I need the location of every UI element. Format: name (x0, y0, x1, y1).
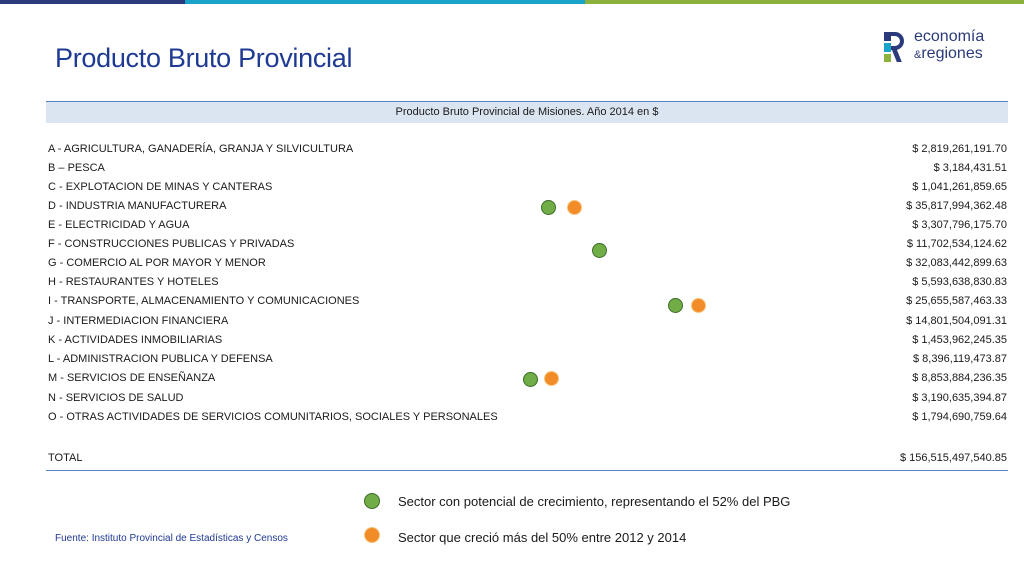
table-row: D - INDUSTRIA MANUFACTURERA $ 35,817,994,… (48, 197, 1007, 216)
logo-text: economía &regiones (914, 28, 984, 64)
orange-circle-icon (364, 526, 380, 543)
orange-marker-transporte (691, 298, 706, 313)
legend-orange-text: Sector que creció más del 50% entre 2012… (398, 530, 687, 545)
logo-line2-word: regiones (921, 45, 983, 62)
total-label: TOTAL (48, 452, 83, 464)
row-value: $ 3,190,635,394.87 (912, 392, 1007, 404)
top-bar-navy-segment (0, 0, 185, 4)
table-row: L - ADMINISTRACION PUBLICA Y DEFENSA $ 8,… (48, 350, 1007, 369)
row-sector: O - OTRAS ACTIVIDADES DE SERVICIOS COMUN… (48, 411, 498, 423)
table-row: N - SERVICIOS DE SALUD $ 3,190,635,394.87 (48, 389, 1007, 408)
table-row: J - INTERMEDIACION FINANCIERA $ 14,801,50… (48, 312, 1007, 331)
row-value: $ 5,593,638,830.83 (912, 276, 1007, 288)
green-marker-industria (541, 200, 556, 215)
row-sector: C - EXPLOTACION DE MINAS Y CANTERAS (48, 181, 273, 193)
row-value: $ 3,184,431.51 (933, 162, 1007, 174)
row-sector: I - TRANSPORTE, ALMACENAMIENTO Y COMUNIC… (48, 295, 360, 307)
top-bar-green-segment (585, 0, 1024, 4)
table-row: C - EXPLOTACION DE MINAS Y CANTERAS $ 1,0… (48, 178, 1007, 197)
source-note: Fuente: Instituto Provincial de Estadíst… (55, 533, 288, 544)
row-sector: K - ACTIVIDADES INMOBILIARIAS (48, 334, 223, 346)
table-row: H - RESTAURANTES Y HOTELES $ 5,593,638,83… (48, 273, 1007, 292)
row-value: $ 8,853,884,236.35 (912, 372, 1007, 384)
logo-amp: & (914, 49, 922, 61)
table-row: M - SERVICIOS DE ENSEÑANZA $ 8,853,884,23… (48, 369, 1007, 388)
row-value: $ 35,817,994,362.48 (906, 200, 1007, 212)
table-row: I - TRANSPORTE, ALMACENAMIENTO Y COMUNIC… (48, 292, 1007, 311)
row-sector: H - RESTAURANTES Y HOTELES (48, 276, 219, 288)
row-value: $ 2,819,261,191.70 (912, 143, 1007, 155)
row-sector: L - ADMINISTRACION PUBLICA Y DEFENSA (48, 353, 273, 365)
orange-marker-ensenanza (544, 371, 559, 386)
orange-marker-industria (567, 200, 582, 215)
table-caption: Producto Bruto Provincial de Misiones. A… (46, 101, 1008, 123)
row-sector: G - COMERCIO AL POR MAYOR Y MENOR (48, 257, 266, 269)
row-value: $ 1,453,962,245.35 (912, 334, 1007, 346)
row-value: $ 3,307,796,175.70 (912, 219, 1007, 231)
green-circle-icon (364, 493, 380, 509)
top-bar-cyan-segment (185, 0, 585, 4)
green-marker-transporte (668, 298, 683, 313)
table-row: G - COMERCIO AL POR MAYOR Y MENOR $ 32,08… (48, 254, 1007, 273)
logo: economía &regiones (884, 28, 984, 64)
logo-line2: &regiones (914, 45, 984, 64)
green-marker-construcciones (592, 243, 607, 258)
row-value: $ 1,041,261,859.65 (912, 181, 1007, 193)
row-sector: F - CONSTRUCCIONES PUBLICAS Y PRIVADAS (48, 238, 295, 250)
row-value: $ 14,801,504,091.31 (906, 315, 1007, 327)
top-color-bar (0, 0, 1024, 4)
logo-r-icon (884, 30, 906, 62)
legend-green: Sector con potencial de crecimiento, rep… (364, 493, 790, 509)
legend-green-text: Sector con potencial de crecimiento, rep… (398, 493, 791, 509)
row-value: $ 1,794,690,759.64 (912, 411, 1007, 423)
row-value: $ 11,702,534,124.62 (906, 238, 1007, 250)
table-row: F - CONSTRUCCIONES PUBLICAS Y PRIVADAS $ … (48, 235, 1007, 254)
row-sector: A - AGRICULTURA, GANADERÍA, GRANJA Y SIL… (48, 143, 354, 155)
green-marker-ensenanza (523, 372, 538, 387)
page-title: Producto Bruto Provincial (55, 43, 353, 73)
table-row: B – PESCA $ 3,184,431.51 (48, 159, 1007, 178)
table-total-row: TOTAL $ 156,515,497,540.85 (48, 449, 1007, 468)
row-sector: D - INDUSTRIA MANUFACTURERA (48, 200, 227, 212)
total-value: $ 156,515,497,540.85 (899, 452, 1007, 464)
row-value: $ 25,655,587,463.33 (906, 295, 1007, 307)
row-sector: N - SERVICIOS DE SALUD (48, 392, 184, 404)
row-sector: B – PESCA (48, 162, 105, 174)
row-value: $ 32,083,442,899.63 (906, 257, 1007, 269)
row-sector: E - ELECTRICIDAD Y AGUA (48, 219, 190, 231)
logo-line1: economía (914, 28, 985, 45)
table-bottom-rule (46, 470, 1008, 471)
table-row: K - ACTIVIDADES INMOBILIARIAS $ 1,453,962… (48, 331, 1007, 350)
table-row: E - ELECTRICIDAD Y AGUA $ 3,307,796,175.7… (48, 216, 1007, 235)
table-row: O - OTRAS ACTIVIDADES DE SERVICIOS COMUN… (48, 408, 1007, 427)
table-row: A - AGRICULTURA, GANADERÍA, GRANJA Y SIL… (48, 140, 1007, 159)
row-sector: M - SERVICIOS DE ENSEÑANZA (48, 372, 216, 384)
row-sector: J - INTERMEDIACION FINANCIERA (48, 315, 229, 327)
legend-orange: Sector que creció más del 50% entre 2012… (364, 524, 686, 545)
row-value: $ 8,396,119,473.87 (913, 353, 1007, 365)
